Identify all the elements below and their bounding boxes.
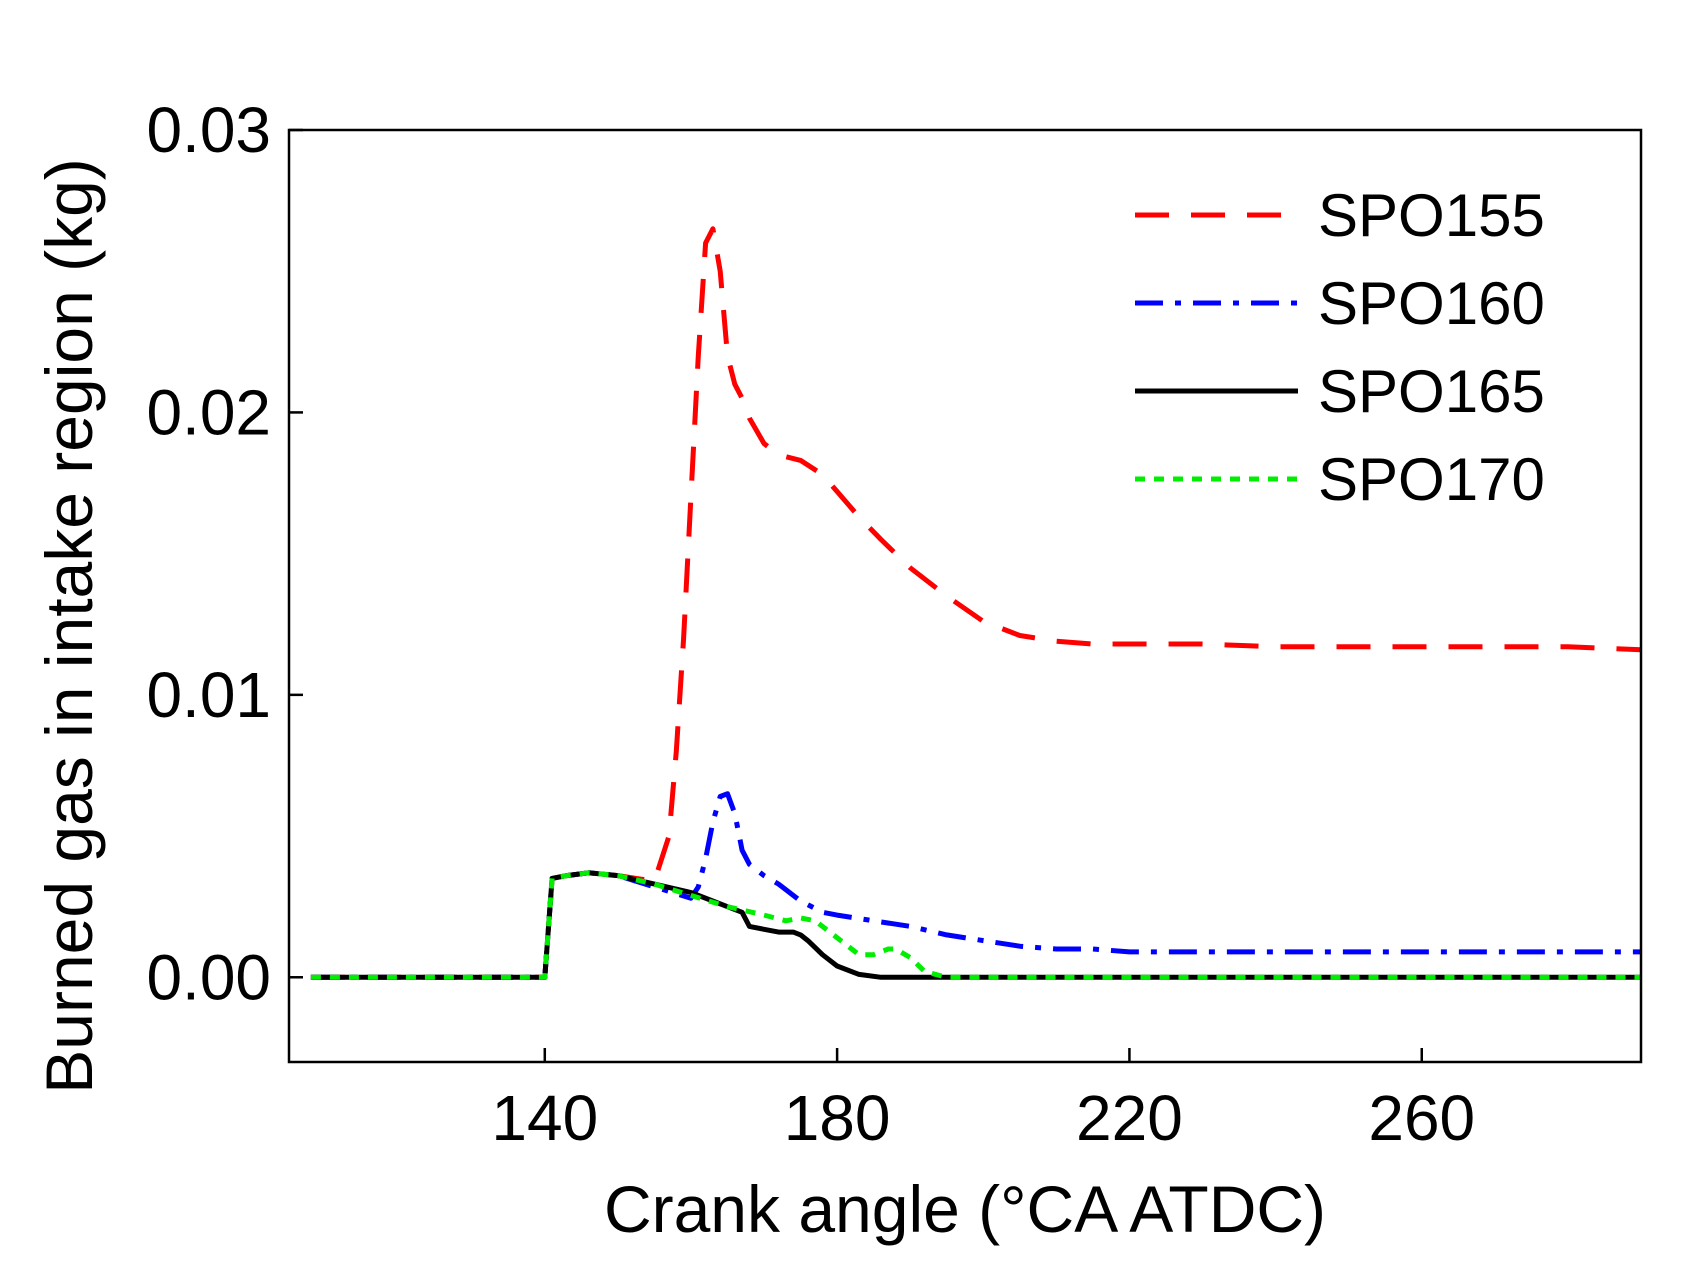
legend: SPO155 SPO160 SPO165 SPO170 [1135, 182, 1545, 513]
legend-label-spo165: SPO165 [1318, 358, 1545, 425]
plot-frame [287, 128, 1643, 1064]
legend-label-spo160: SPO160 [1318, 270, 1545, 337]
x-tick-label: 140 [491, 1082, 598, 1154]
series-line-spo155 [310, 226, 1642, 980]
x-axis-title: Crank angle (°CA ATDC) [604, 1172, 1326, 1246]
y-axis: 0.00 0.01 0.02 0.03 [146, 94, 303, 1013]
legend-label-spo170: SPO170 [1318, 446, 1545, 513]
y-axis-title: Burned gas in intake region (kg) [32, 158, 106, 1094]
series-line-spo160 [310, 791, 1641, 980]
x-tick-label: 220 [1076, 1082, 1183, 1154]
x-tick-label: 260 [1368, 1082, 1475, 1154]
series-line-spo165 [310, 870, 1641, 980]
y-tick-label: 0.00 [146, 941, 271, 1013]
legend-label-spo155: SPO155 [1318, 182, 1545, 249]
series-line-spo170 [310, 870, 1641, 980]
x-tick-label: 180 [784, 1082, 891, 1154]
y-tick-label: 0.01 [146, 659, 271, 731]
y-tick-label: 0.03 [146, 94, 271, 166]
x-axis: 140 180 220 260 [491, 1048, 1475, 1154]
series-layer [310, 226, 1642, 980]
y-tick-label: 0.02 [146, 376, 271, 448]
